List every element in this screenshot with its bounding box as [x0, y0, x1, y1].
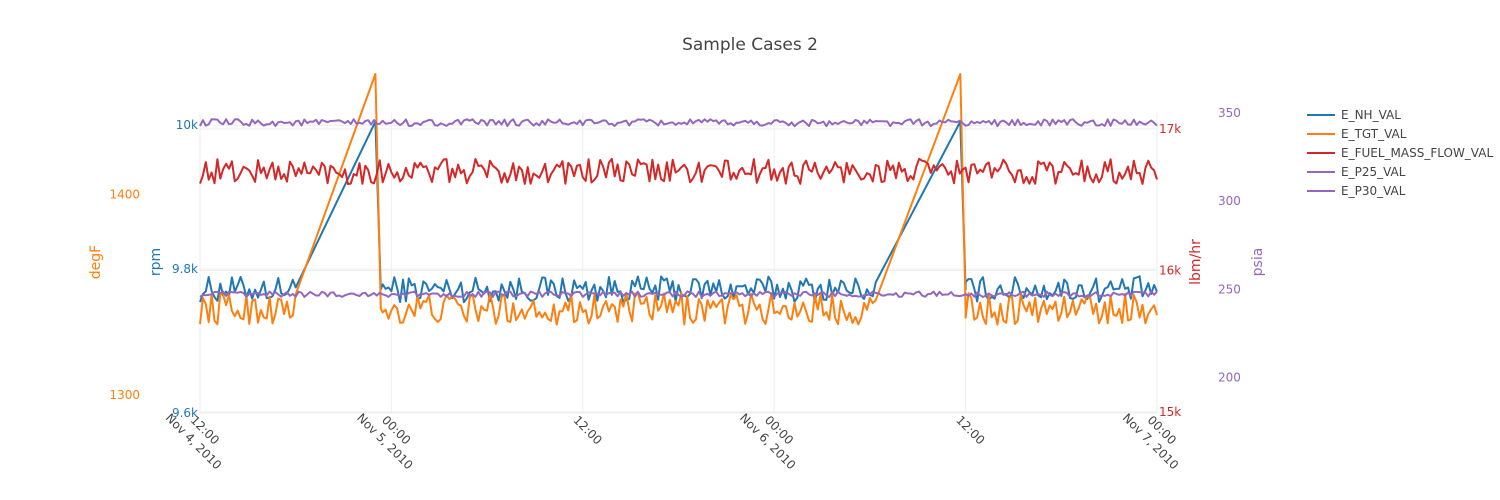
y-tick-label-psia: 200: [1218, 371, 1241, 385]
y-tick-label-psia: 300: [1218, 194, 1241, 208]
x-tick-label: 00:00Nov 7, 2010: [1120, 399, 1193, 472]
series-line-e-fuel-mass-flow-val[interactable]: [199, 157, 1158, 185]
legend-label: E_P30_VAL: [1341, 184, 1406, 198]
y-tick-label-rpm: 9.6k: [172, 406, 198, 420]
y-axis-title-psia: psia: [1250, 248, 1266, 277]
x-tick-line: 12:00: [953, 413, 987, 447]
y-tick-label-rpm: 10k: [176, 118, 198, 132]
y-axis-title-degF: degF: [88, 245, 104, 279]
series-line-e-nh-val[interactable]: [199, 120, 1158, 304]
plot-area[interactable]: [199, 73, 1158, 326]
y-axis-title-lbm-hr: lbm/hr: [1188, 239, 1204, 285]
x-tick-label: 00:00Nov 5, 2010: [354, 399, 427, 472]
series-line-e-p30-val[interactable]: [199, 290, 1158, 298]
legend: E_NH_VAL E_TGT_VAL E_FUEL_MASS_FLOW_VAL E_P…: [1307, 108, 1493, 198]
y-tick-label-lbm-hr: 16k: [1159, 264, 1181, 278]
series-line-e-tgt-val[interactable]: [199, 73, 1158, 326]
legend-item[interactable]: E_NH_VAL: [1307, 108, 1401, 122]
y-tick-label-lbm-hr: 17k: [1159, 122, 1181, 136]
series-line-e-p25-val[interactable]: [199, 118, 1158, 128]
y-tick-label-psia: 350: [1218, 106, 1241, 120]
x-tick-label: 00:00Nov 6, 2010: [737, 399, 810, 472]
y-tick-label-psia: 250: [1218, 282, 1241, 296]
legend-label: E_NH_VAL: [1341, 108, 1401, 122]
legend-item[interactable]: E_P25_VAL: [1307, 165, 1406, 179]
x-tick-label: 12:00: [570, 413, 604, 447]
x-tick-line: 12:00: [570, 413, 604, 447]
legend-label: E_FUEL_MASS_FLOW_VAL: [1341, 146, 1493, 160]
legend-item[interactable]: E_TGT_VAL: [1307, 127, 1407, 141]
grid: [199, 113, 1158, 414]
legend-item[interactable]: E_P30_VAL: [1307, 184, 1406, 198]
y-tick-label-lbm-hr: 15k: [1159, 405, 1181, 419]
y-tick-label-degF: 1300: [109, 388, 140, 402]
chart-title: Sample Cases 2: [682, 35, 818, 55]
y-tick-label-rpm: 9.8k: [172, 262, 198, 276]
x-tick-label: 12:00: [953, 413, 987, 447]
legend-item[interactable]: E_FUEL_MASS_FLOW_VAL: [1307, 146, 1493, 160]
legend-label: E_TGT_VAL: [1341, 127, 1407, 141]
y-axis-title-rpm: rpm: [148, 248, 164, 276]
y-tick-label-degF: 1400: [109, 187, 140, 201]
legend-label: E_P25_VAL: [1341, 165, 1406, 179]
